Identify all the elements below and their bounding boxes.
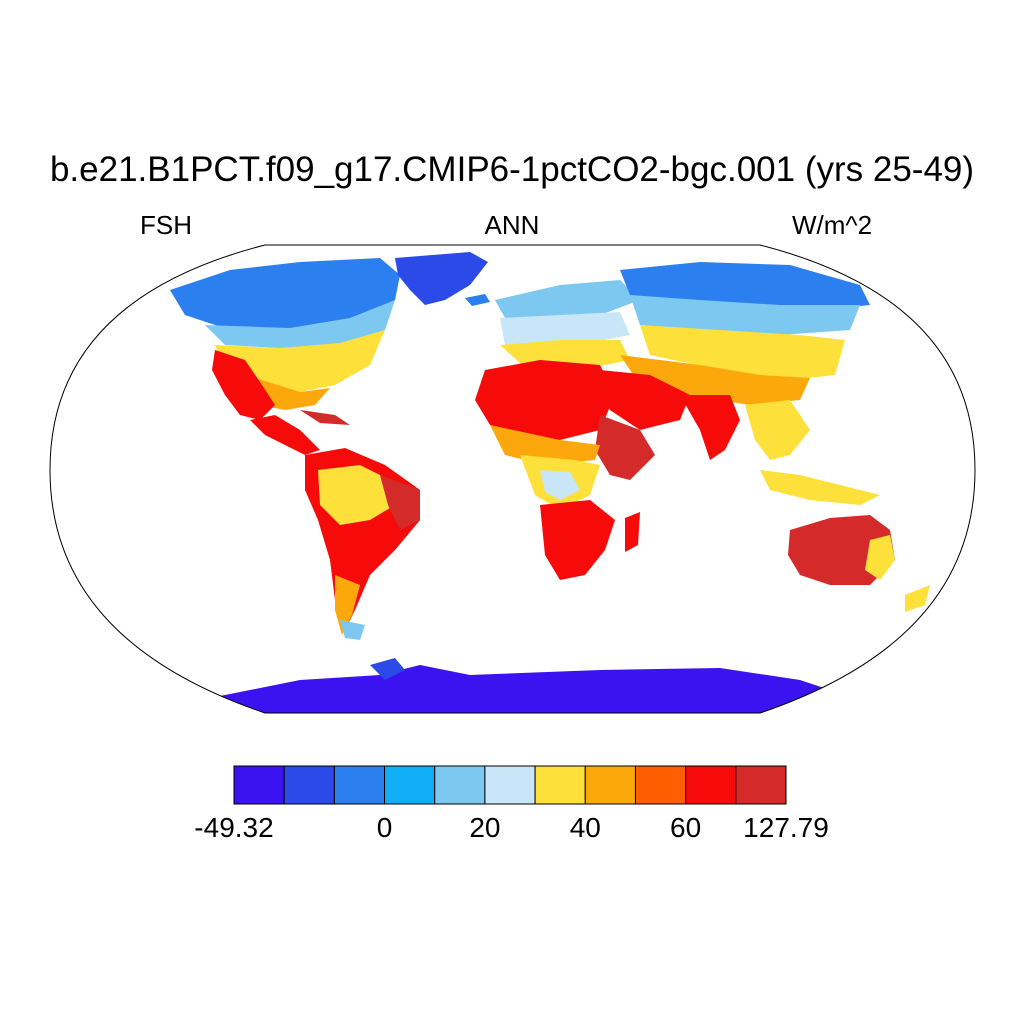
africa-south bbox=[540, 500, 615, 580]
colorbar-tick-label: 127.79 bbox=[743, 812, 829, 843]
map-frame bbox=[49, 244, 976, 714]
asia-warm bbox=[620, 355, 810, 405]
new-zealand bbox=[905, 585, 930, 612]
land-field bbox=[170, 252, 930, 713]
central-america bbox=[250, 415, 320, 455]
middle-east bbox=[600, 370, 690, 430]
colorbar-swatch bbox=[634, 765, 687, 805]
colorbar-tick-label: 20 bbox=[469, 812, 501, 843]
southeast-asia bbox=[745, 400, 810, 460]
colorbar-swatch bbox=[233, 765, 285, 805]
colorbar-tick-label: 60 bbox=[670, 812, 702, 843]
colorbar-swatch bbox=[735, 765, 787, 805]
colorbar-swatch bbox=[534, 765, 586, 805]
south-america-northeast bbox=[380, 475, 420, 530]
south-america-amazon bbox=[318, 465, 395, 525]
australia-east bbox=[865, 535, 895, 580]
africa-east bbox=[595, 415, 655, 480]
antarctica-peninsula bbox=[370, 658, 405, 680]
south-america-tip bbox=[340, 620, 365, 640]
north-america-cold bbox=[170, 258, 400, 330]
colorbar-tick-label: 0 bbox=[376, 812, 393, 843]
colorbar bbox=[233, 765, 787, 805]
colorbar-swatch bbox=[584, 765, 636, 805]
colorbar-tick-label: -49.32 bbox=[194, 812, 274, 843]
colorbar-swatch bbox=[283, 765, 335, 805]
colorbar-swatch bbox=[333, 765, 386, 805]
siberia-cold bbox=[620, 262, 870, 310]
asia-cool bbox=[630, 295, 860, 335]
indonesia bbox=[760, 470, 880, 505]
colorbar-swatch bbox=[685, 765, 737, 805]
plot-title: b.e21.B1PCT.f09_g17.CMIP6-1pctCO2-bgc.00… bbox=[49, 150, 975, 189]
iceland bbox=[465, 294, 490, 306]
north-america-mid bbox=[215, 330, 385, 392]
colorbar-swatch bbox=[434, 765, 486, 805]
africa-sahel bbox=[490, 425, 600, 465]
africa-north bbox=[475, 360, 615, 440]
africa-congo bbox=[540, 470, 580, 500]
units-label: W/m^2 bbox=[792, 210, 873, 240]
caribbean bbox=[300, 410, 350, 425]
north-america-cool bbox=[205, 300, 395, 348]
greenland bbox=[395, 252, 488, 305]
colorbar-tick-label: 40 bbox=[569, 812, 601, 843]
south-america-south bbox=[335, 575, 360, 635]
colorbar-swatch bbox=[484, 765, 536, 805]
europe-north bbox=[495, 280, 640, 320]
antarctica bbox=[200, 665, 860, 713]
north-america-hot bbox=[212, 350, 275, 420]
colorbar-swatch bbox=[384, 765, 436, 805]
variable-label: FSH bbox=[140, 210, 192, 240]
asia-mid bbox=[640, 325, 845, 380]
madagascar bbox=[625, 512, 640, 552]
india bbox=[680, 395, 740, 460]
season-label: ANN bbox=[484, 210, 540, 240]
